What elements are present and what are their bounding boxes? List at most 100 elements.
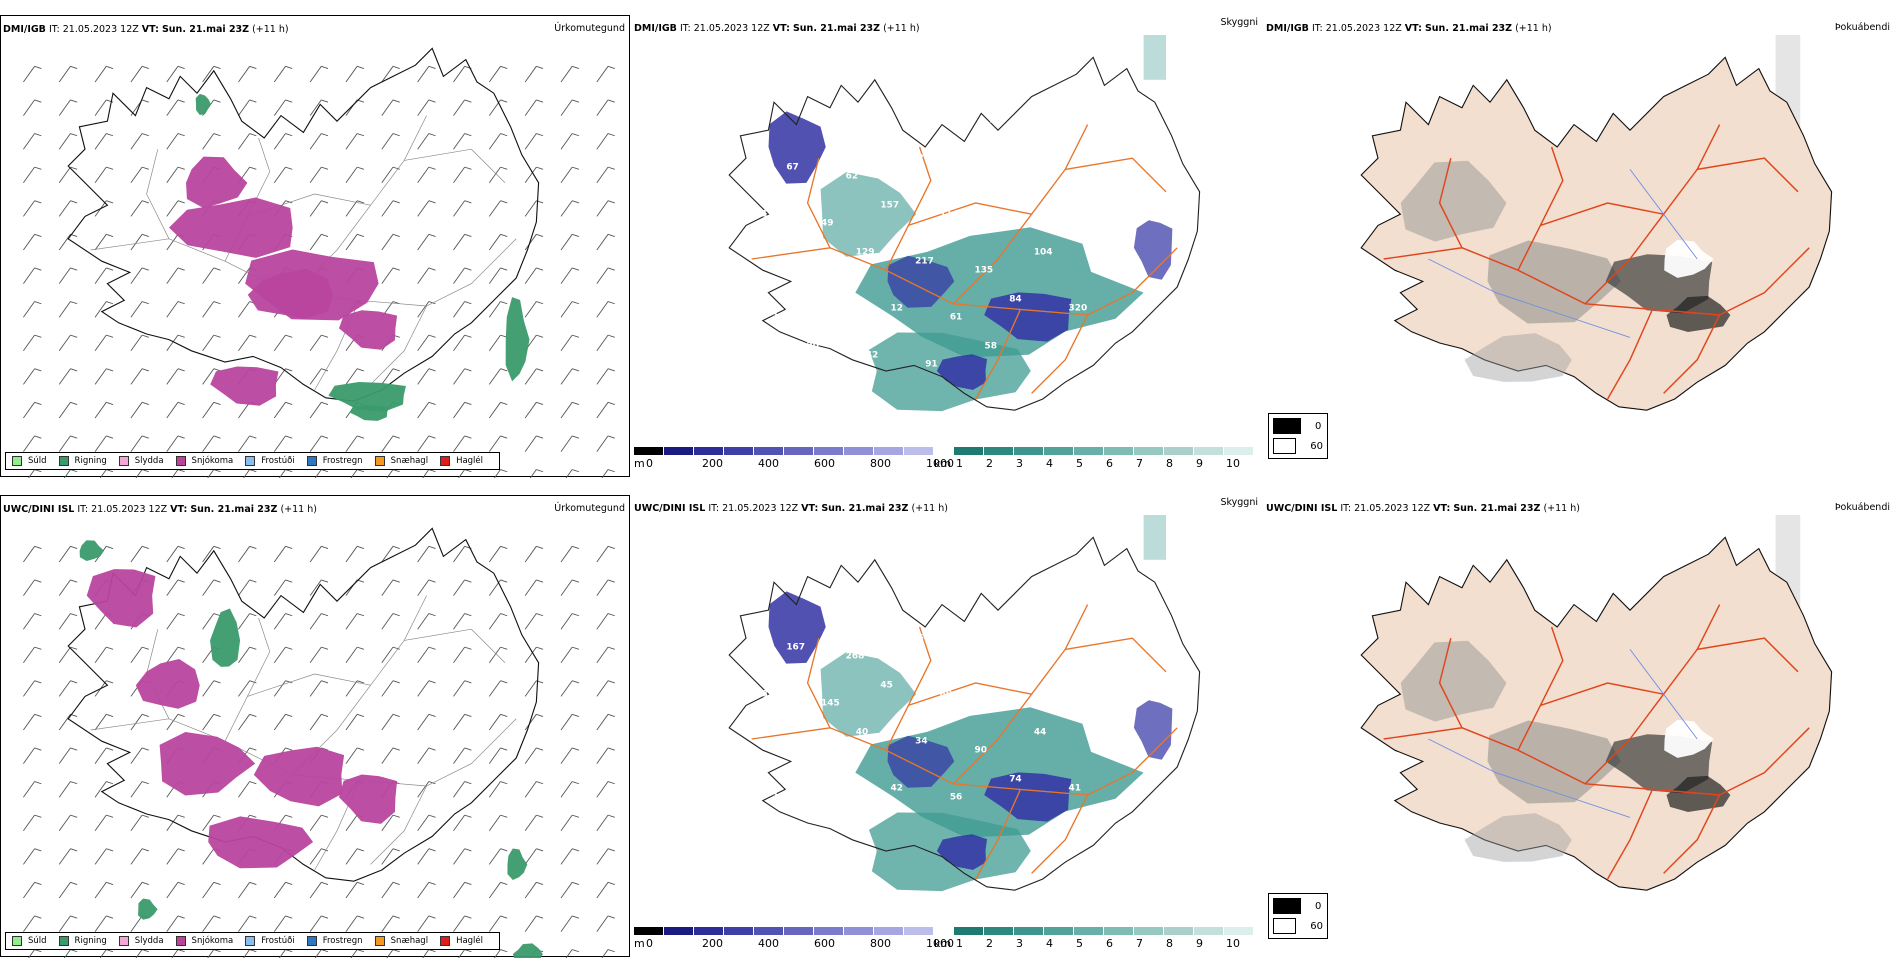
- ceiling-label: 385: [964, 162, 983, 172]
- legend-label: Haglél: [456, 456, 484, 466]
- colorbar-tick-label: km: [934, 937, 952, 950]
- fog-key-swatch: [1273, 438, 1297, 454]
- legend-item: Snjókoma: [175, 936, 233, 946]
- legend-label: Rigning: [74, 936, 107, 946]
- legend-swatch: [306, 456, 317, 466]
- fog-key-label: 0: [1315, 420, 1322, 432]
- legend-item: Frostregn: [306, 456, 363, 466]
- panel-title: Þokuábendi: [1834, 502, 1890, 513]
- panel-title: Skyggni: [1220, 497, 1258, 508]
- colorbar-segment: [1044, 927, 1074, 935]
- colorbar-segments: [634, 447, 1254, 455]
- colorbar-tick-label: km: [934, 457, 952, 470]
- colorbar-segment: [1134, 927, 1164, 935]
- colorbar-segment: [984, 447, 1014, 455]
- colorbar-tick-label: 5: [1076, 457, 1083, 470]
- colorbar-segment: [904, 927, 934, 935]
- legend-item: Haglél: [440, 936, 483, 946]
- ceiling-label: 67: [870, 124, 882, 134]
- legend-label: Snjókoma: [191, 456, 234, 466]
- precip-type-panel-uwc: UWC/DINI ISL IT: 21.05.2023 12Z VT: Sun.…: [0, 495, 630, 958]
- legend-item: Slydda: [118, 456, 164, 466]
- colorbar-tick-label: 0: [646, 937, 653, 950]
- ceiling-label: 145: [821, 698, 840, 708]
- colorbar-tick-label: 9: [1196, 457, 1203, 470]
- legend-swatch: [175, 456, 186, 466]
- fog-key-swatch: [1273, 898, 1301, 914]
- ceiling-label: 790: [1108, 586, 1127, 596]
- ceiling-label: 119: [1083, 633, 1102, 643]
- ceiling-label: 135: [974, 265, 993, 275]
- colorbar-tick-label: 800: [870, 937, 891, 950]
- ceiling-label: 74: [1009, 775, 1021, 785]
- ceiling-label: 59: [1093, 736, 1105, 746]
- ceiling-label: 80: [1108, 106, 1120, 116]
- fog-key-row: 0: [1273, 898, 1323, 914]
- ceiling-label: 167: [786, 642, 805, 652]
- precip-legend: Súld Rigning Slydda Snjókoma Frostúði Frostre…: [5, 932, 501, 950]
- colorbar-tick-label: 3: [1016, 937, 1023, 950]
- fog-index-key: 0 60: [1268, 893, 1328, 939]
- fog-index-map: [1360, 515, 1833, 891]
- ceiling-label: 49: [821, 218, 833, 228]
- panel-title: Úrkomutegund: [554, 23, 625, 34]
- ceiling-label: 12: [890, 304, 902, 314]
- ceiling-label: 90: [974, 745, 986, 755]
- legend-item: Súld: [12, 936, 47, 946]
- colorbar-segment: [1224, 447, 1254, 455]
- ceiling-label: 58: [985, 342, 997, 352]
- ceiling-label: 83: [1118, 209, 1130, 219]
- colorbar-tick-label: 10: [1226, 457, 1240, 470]
- ceiling-label: 42: [866, 351, 878, 361]
- precip-map: [23, 47, 615, 478]
- legend-item: Frostúði: [245, 456, 295, 466]
- legend-item: Haglél: [440, 456, 483, 466]
- legend-swatch: [12, 936, 22, 946]
- ceiling-label: 89: [811, 115, 823, 125]
- ceiling-label: 114: [940, 209, 959, 219]
- legend-label: Slydda: [134, 936, 164, 946]
- colorbar-tick-label: 2: [986, 937, 993, 950]
- fog-key-swatch: [1273, 418, 1301, 434]
- colorbar-tick-label: 1: [956, 457, 963, 470]
- colorbar-segment: [954, 447, 984, 455]
- colorbar-segment: [1224, 927, 1254, 935]
- fog-key-label: 60: [1310, 920, 1323, 932]
- colorbar-segment: [1044, 447, 1074, 455]
- colorbar-tick-label: 10: [1226, 937, 1240, 950]
- colorbar-segment: [1164, 927, 1194, 935]
- precip-map: [23, 527, 615, 958]
- colorbar-tick-label: 400: [758, 457, 779, 470]
- visibility-map: 133 89 67 103 12 123 80 67 62 162 385 85 237 128 49 157…: [728, 35, 1201, 412]
- ceiling-label: 85: [1024, 171, 1036, 181]
- ceiling-label: 88: [752, 586, 764, 596]
- ceiling-label: 180: [964, 642, 983, 652]
- colorbar-tick-label: 1000: [926, 937, 954, 950]
- ceiling-label: 41: [1069, 784, 1081, 794]
- ceiling-label: 155: [1058, 680, 1077, 690]
- precip-legend: Súld Rigning Slydda Snjókoma Frostúði Frostre…: [5, 452, 501, 470]
- colorbar-tick-label: 1000: [926, 457, 954, 470]
- colorbar-tick-label: 600: [814, 937, 835, 950]
- ceiling-label: 61: [950, 312, 962, 322]
- ceiling-visibility-colorbar: m 0 200 400 600 800 1000 km 1 2 3 4 5 6 7 8 9 10: [634, 447, 1256, 475]
- colorbar-segment: [874, 927, 904, 935]
- ceiling-label: 115: [1118, 689, 1137, 699]
- fog-index-key: 0 60: [1268, 413, 1328, 459]
- colorbar-segment: [1014, 447, 1044, 455]
- ceiling-label: 42: [890, 784, 902, 794]
- legend-swatch: [306, 936, 317, 946]
- colorbar-segment: [1014, 927, 1044, 935]
- colorbar-segment: [784, 447, 814, 455]
- colorbar-tick-label: 5: [1076, 937, 1083, 950]
- ceiling-label: 217: [915, 256, 934, 266]
- colorbar-tick-label: 6: [1106, 457, 1113, 470]
- precip-type-panel-dmi: DMI/IGB IT: 21.05.2023 12Z VT: Sun. 21.m…: [0, 15, 630, 478]
- ceiling-label: 131: [999, 698, 1018, 708]
- colorbar-segment: [634, 927, 664, 935]
- fog-key-row: 0: [1273, 418, 1323, 434]
- legend-swatch: [118, 456, 129, 466]
- colorbar-segment: [724, 927, 754, 935]
- legend-swatch: [245, 936, 256, 946]
- ceiling-label: 95: [831, 295, 843, 305]
